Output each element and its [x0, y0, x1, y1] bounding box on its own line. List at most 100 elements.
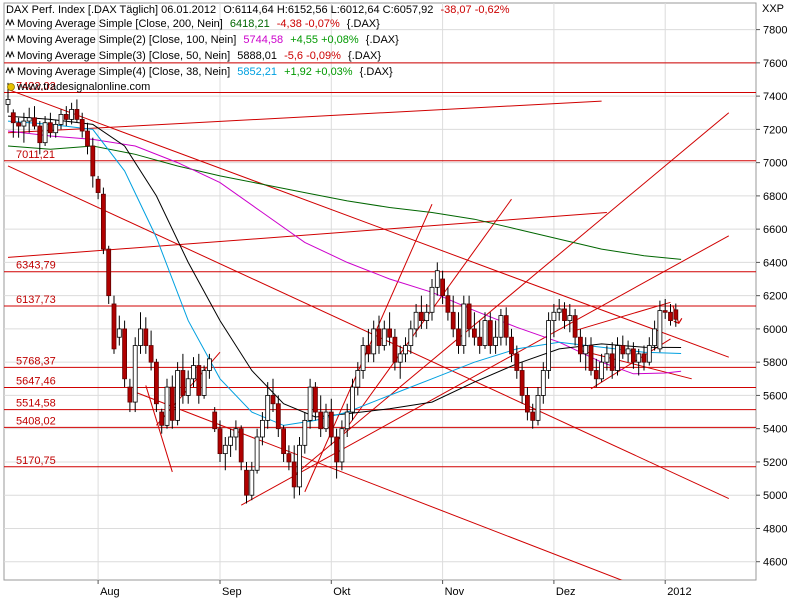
candle-body [297, 444, 302, 488]
candle [355, 362, 361, 396]
candle-body [429, 286, 435, 313]
candle [48, 112, 53, 138]
y-tick-label: 5400 [763, 424, 787, 436]
candle-body [63, 114, 69, 120]
candle-body [58, 114, 64, 125]
candle [10, 109, 16, 138]
candle-body [286, 453, 292, 463]
watermark-icon [7, 83, 15, 91]
candle [572, 308, 578, 346]
candle [53, 119, 59, 138]
y-axis: 4600 4800 5000 5200 5400 5600 5800 6000 6200 6400… [756, 25, 787, 569]
trend-line [580, 350, 692, 380]
candle-body [95, 178, 101, 193]
y-tick-label: 5000 [763, 490, 787, 502]
candle [270, 378, 276, 413]
candle-body [493, 336, 499, 346]
candle [535, 387, 541, 426]
candle-body [668, 311, 673, 321]
candle [350, 378, 355, 421]
candle [540, 362, 546, 404]
candle [222, 436, 228, 471]
legend-item-ma200[interactable]: Moving Average Simple [Close, 200, Nein]… [5, 18, 380, 30]
candle-body [530, 411, 536, 421]
y-tick-label: 6200 [763, 291, 787, 303]
indicator-value: 5888,01 [237, 50, 277, 62]
legend-item-ma50[interactable]: Moving Average Simple(3) [Close, 50, Nei… [5, 50, 381, 62]
candle [562, 302, 567, 329]
candle [445, 287, 451, 321]
candle [503, 307, 509, 346]
candle [519, 362, 525, 404]
candle-body [90, 145, 96, 177]
candle [477, 320, 483, 354]
candle [286, 445, 292, 471]
candle [302, 412, 308, 454]
candle [201, 365, 207, 399]
candle-body [238, 428, 244, 463]
candle [196, 353, 202, 404]
candle-body [53, 123, 59, 134]
trend-line [7, 88, 729, 358]
x-tick-label: Nov [445, 586, 465, 598]
candle-body [5, 99, 11, 105]
candle-body [328, 411, 334, 438]
candle-body [498, 315, 504, 338]
candle [339, 420, 345, 471]
candle-body [503, 315, 509, 338]
candle [69, 102, 74, 125]
candle-body [620, 345, 626, 355]
candle [418, 295, 424, 329]
candle [365, 328, 371, 363]
candle-body [201, 370, 207, 396]
candle [281, 425, 287, 462]
candle [122, 320, 127, 388]
candle [127, 378, 133, 413]
candle-body [16, 122, 22, 127]
candle-body [21, 120, 27, 127]
x-tick-label: Aug [100, 586, 120, 598]
legend-item-ma38[interactable]: Moving Average Simple(4) [Close, 38, Nei… [5, 66, 393, 78]
candle [456, 312, 461, 354]
candle [397, 345, 403, 379]
candle [583, 337, 589, 371]
candle-body [307, 386, 313, 421]
candlesticks [5, 82, 679, 504]
candle [143, 317, 149, 354]
candle [652, 320, 657, 351]
candle-body [434, 270, 440, 288]
candle-body [153, 361, 159, 405]
y-axis-unit: XXP [762, 3, 784, 15]
candle [530, 403, 536, 429]
y-tick-label: 5200 [763, 457, 787, 469]
candle [16, 117, 22, 138]
candle [593, 358, 599, 388]
candle [85, 122, 90, 155]
candle-body [413, 311, 419, 330]
legend-item-ma100[interactable]: Moving Average Simple(2) [Close, 100, Ne… [5, 34, 399, 46]
indicator-label: Moving Average Simple(2) [Close, 100, Ne… [17, 34, 236, 46]
candle-body [355, 370, 361, 388]
y-tick-label: 7400 [763, 91, 787, 103]
candle [615, 337, 620, 376]
candle-body [578, 336, 583, 355]
candle [37, 121, 43, 155]
trend-line [574, 301, 671, 332]
candle [461, 295, 467, 354]
candle [662, 298, 668, 319]
candle-body [281, 428, 287, 455]
level-label: 6343,79 [16, 260, 56, 272]
x-tick-label: Dez [556, 586, 576, 598]
candle [498, 308, 504, 346]
candle-body [525, 395, 530, 413]
indicator-icon [5, 66, 15, 75]
indicator-label: Moving Average Simple(3) [Close, 50, Nei… [17, 50, 230, 62]
indicator-label: Moving Average Simple(4) [Close, 38, Nei… [17, 66, 230, 78]
candle [471, 312, 477, 346]
candle [307, 378, 313, 429]
candle-body [191, 365, 196, 380]
candle [434, 262, 440, 296]
y-tick-label: 7000 [763, 158, 787, 170]
